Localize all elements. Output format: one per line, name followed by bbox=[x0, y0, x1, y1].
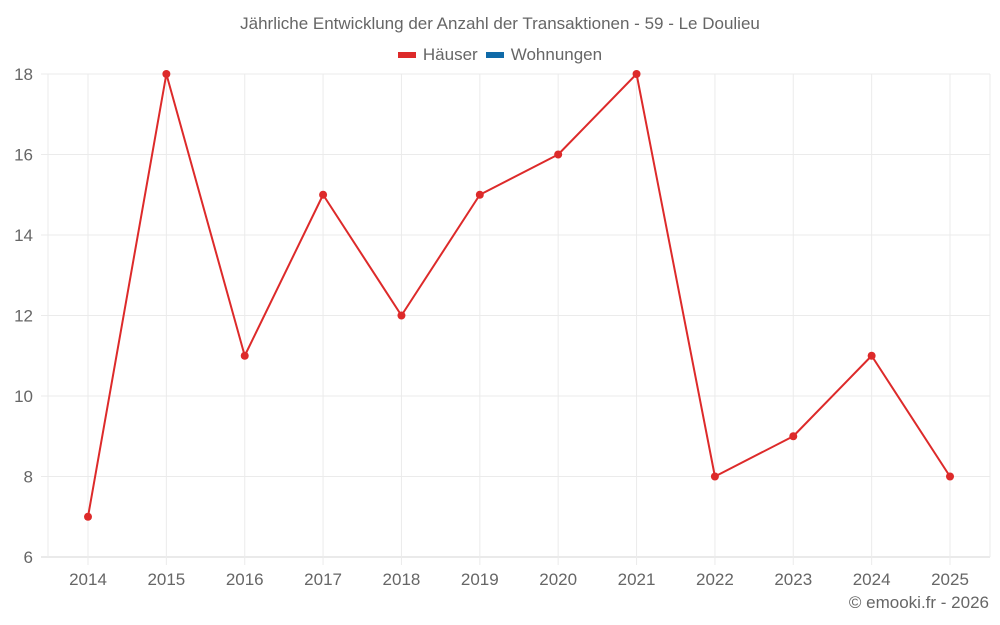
data-point[interactable] bbox=[554, 150, 563, 159]
y-tick-label: 10 bbox=[14, 387, 33, 406]
data-point[interactable] bbox=[632, 70, 641, 78]
data-point[interactable] bbox=[84, 512, 92, 521]
legend-swatch-haeuser bbox=[397, 52, 416, 58]
x-tick-label: 2022 bbox=[696, 570, 734, 589]
data-point[interactable] bbox=[319, 190, 328, 199]
data-point[interactable] bbox=[397, 311, 406, 320]
y-tick-label: 12 bbox=[14, 307, 33, 326]
x-tick-label: 2018 bbox=[383, 570, 421, 589]
legend-item-haeuser[interactable]: Häuser bbox=[397, 45, 478, 65]
series-line bbox=[87, 73, 951, 517]
credit-text: © emooki.fr - 2026 bbox=[848, 593, 989, 612]
legend-label-wohnungen: Wohnungen bbox=[510, 45, 603, 64]
x-tick-label: 2015 bbox=[147, 570, 185, 589]
x-tick-label: 2019 bbox=[461, 570, 499, 589]
y-tick-label: 16 bbox=[14, 146, 33, 165]
data-point[interactable] bbox=[867, 351, 876, 360]
legend-label-haeuser: Häuser bbox=[422, 45, 478, 64]
x-tick-label: 2020 bbox=[539, 570, 577, 589]
y-tick-label: 18 bbox=[14, 65, 33, 84]
data-point[interactable] bbox=[946, 472, 954, 481]
x-tick-label: 2025 bbox=[931, 570, 969, 589]
data-point[interactable] bbox=[475, 190, 484, 199]
x-tick-label: 2021 bbox=[618, 570, 656, 589]
legend: Häuser Wohnungen bbox=[0, 45, 1000, 65]
y-tick-label: 8 bbox=[24, 468, 33, 487]
x-tick-label: 2023 bbox=[774, 570, 812, 589]
x-tick-label: 2017 bbox=[304, 570, 342, 589]
data-point[interactable] bbox=[162, 70, 171, 78]
data-point[interactable] bbox=[789, 432, 798, 441]
chart-title: Jährliche Entwicklung der Anzahl der Tra… bbox=[240, 14, 760, 33]
data-point[interactable] bbox=[710, 472, 719, 481]
x-tick-label: 2024 bbox=[853, 570, 891, 589]
y-tick-label: 6 bbox=[24, 548, 33, 567]
x-tick-label: 2014 bbox=[69, 570, 107, 589]
legend-swatch-wohnungen bbox=[485, 52, 504, 58]
legend-item-wohnungen[interactable]: Wohnungen bbox=[485, 45, 603, 65]
y-tick-label: 14 bbox=[14, 226, 33, 245]
data-point[interactable] bbox=[240, 351, 249, 360]
x-tick-label: 2016 bbox=[226, 570, 264, 589]
